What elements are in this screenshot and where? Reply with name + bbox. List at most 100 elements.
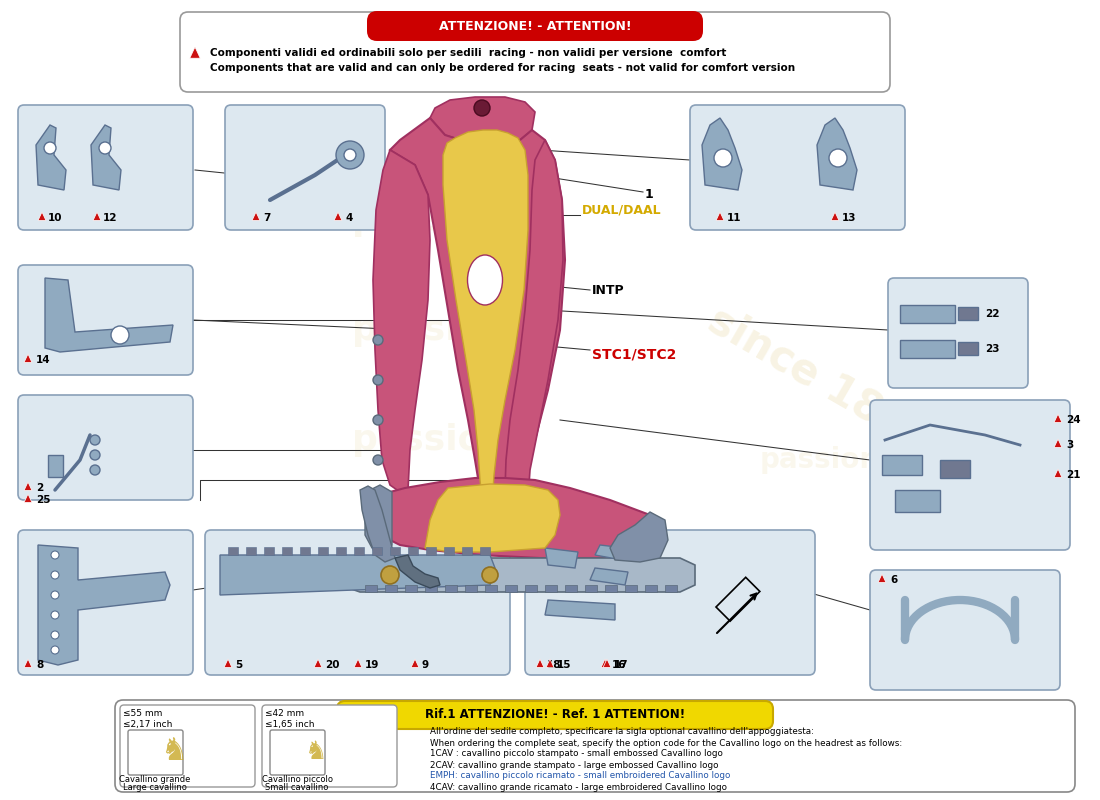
Bar xyxy=(365,585,377,592)
FancyBboxPatch shape xyxy=(18,265,192,375)
Bar xyxy=(246,547,256,555)
Text: All'ordine del sedile completo, specificare la sigla optional cavallino dell'app: All'ordine del sedile completo, specific… xyxy=(430,727,814,737)
Polygon shape xyxy=(832,212,839,220)
Circle shape xyxy=(373,415,383,425)
Bar xyxy=(900,340,955,358)
FancyBboxPatch shape xyxy=(337,701,773,729)
Text: 3: 3 xyxy=(1066,440,1074,450)
Polygon shape xyxy=(24,494,32,502)
Bar xyxy=(505,585,517,592)
Text: Componenti validi ed ordinabili solo per sedili  racing - non validi per version: Componenti validi ed ordinabili solo per… xyxy=(210,48,726,58)
FancyBboxPatch shape xyxy=(690,105,905,230)
Text: 2: 2 xyxy=(36,483,43,493)
Text: ≤1,65 inch: ≤1,65 inch xyxy=(265,719,315,729)
Polygon shape xyxy=(1054,439,1062,447)
Text: since 1885: since 1885 xyxy=(701,299,939,461)
Polygon shape xyxy=(252,212,260,220)
Bar xyxy=(544,585,557,592)
Bar xyxy=(940,460,970,478)
Polygon shape xyxy=(443,130,528,508)
Bar xyxy=(444,547,454,555)
Polygon shape xyxy=(411,659,419,667)
Circle shape xyxy=(344,149,356,161)
Bar xyxy=(882,455,922,475)
Polygon shape xyxy=(1054,414,1062,422)
Polygon shape xyxy=(702,118,743,190)
Bar xyxy=(48,455,63,477)
Circle shape xyxy=(482,567,498,583)
Polygon shape xyxy=(601,659,609,667)
Polygon shape xyxy=(36,125,66,190)
Text: Components that are valid and can only be ordered for racing  seats - not valid : Components that are valid and can only b… xyxy=(210,63,795,73)
Text: 23: 23 xyxy=(984,344,1000,354)
Circle shape xyxy=(51,571,59,579)
Text: ≤2,17 inch: ≤2,17 inch xyxy=(123,719,173,729)
Circle shape xyxy=(373,455,383,465)
Circle shape xyxy=(99,142,111,154)
Polygon shape xyxy=(224,659,232,667)
Circle shape xyxy=(373,335,383,345)
Text: ≤55 mm: ≤55 mm xyxy=(123,710,163,718)
Bar xyxy=(300,547,310,555)
FancyBboxPatch shape xyxy=(18,530,192,675)
Polygon shape xyxy=(544,548,578,568)
Bar xyxy=(625,585,637,592)
Polygon shape xyxy=(590,568,628,585)
FancyBboxPatch shape xyxy=(888,278,1028,388)
Text: 24: 24 xyxy=(1066,415,1080,425)
Text: 11: 11 xyxy=(727,213,741,223)
Bar xyxy=(385,585,397,592)
Circle shape xyxy=(44,142,56,154)
Text: Rif.1 ATTENZIONE! - Ref. 1 ATTENTION!: Rif.1 ATTENZIONE! - Ref. 1 ATTENTION! xyxy=(425,709,685,722)
Polygon shape xyxy=(45,278,173,352)
FancyBboxPatch shape xyxy=(180,12,890,92)
Polygon shape xyxy=(24,482,32,490)
Text: Small cavallino: Small cavallino xyxy=(265,783,329,793)
Bar xyxy=(354,547,364,555)
Polygon shape xyxy=(603,659,611,667)
Text: 1: 1 xyxy=(645,189,653,202)
Polygon shape xyxy=(315,659,322,667)
Text: 4CAV: cavallino grande ricamato - large embroidered Cavallino logo: 4CAV: cavallino grande ricamato - large … xyxy=(430,782,727,791)
Text: passion: passion xyxy=(352,203,508,237)
FancyBboxPatch shape xyxy=(367,11,703,41)
Bar xyxy=(465,585,477,592)
Text: ♞: ♞ xyxy=(161,738,188,766)
Text: When ordering the complete seat, specify the option code for the Cavallino logo : When ordering the complete seat, specify… xyxy=(430,738,902,747)
Text: 21: 21 xyxy=(1066,470,1080,480)
Text: 16: 16 xyxy=(612,660,627,670)
Bar xyxy=(446,585,456,592)
Text: Cavallino grande: Cavallino grande xyxy=(119,775,190,785)
Text: 10: 10 xyxy=(48,213,63,223)
Bar xyxy=(336,547,346,555)
FancyBboxPatch shape xyxy=(226,105,385,230)
Polygon shape xyxy=(395,555,440,588)
Text: passion: passion xyxy=(352,313,508,347)
FancyBboxPatch shape xyxy=(262,705,397,787)
Text: passion: passion xyxy=(590,546,711,574)
FancyBboxPatch shape xyxy=(116,700,1075,792)
Text: 25: 25 xyxy=(36,495,51,505)
Polygon shape xyxy=(39,545,170,665)
Polygon shape xyxy=(544,600,615,620)
Circle shape xyxy=(90,450,100,460)
FancyBboxPatch shape xyxy=(870,400,1070,550)
Text: 22: 22 xyxy=(984,309,1000,319)
Bar xyxy=(895,490,940,512)
Bar xyxy=(462,547,472,555)
Bar xyxy=(264,547,274,555)
Text: DUAL/DAAL: DUAL/DAAL xyxy=(582,203,661,217)
Circle shape xyxy=(336,141,364,169)
Bar xyxy=(565,585,578,592)
Polygon shape xyxy=(220,555,495,595)
Text: 15: 15 xyxy=(557,660,572,670)
Text: ♞: ♞ xyxy=(305,740,327,764)
Circle shape xyxy=(90,435,100,445)
Polygon shape xyxy=(546,659,554,667)
Text: 2CAV: cavallino grande stampato - large embossed Cavallino logo: 2CAV: cavallino grande stampato - large … xyxy=(430,761,718,770)
Circle shape xyxy=(51,611,59,619)
Ellipse shape xyxy=(468,255,503,305)
Bar xyxy=(480,547,490,555)
FancyBboxPatch shape xyxy=(870,570,1060,690)
Bar xyxy=(485,585,497,592)
